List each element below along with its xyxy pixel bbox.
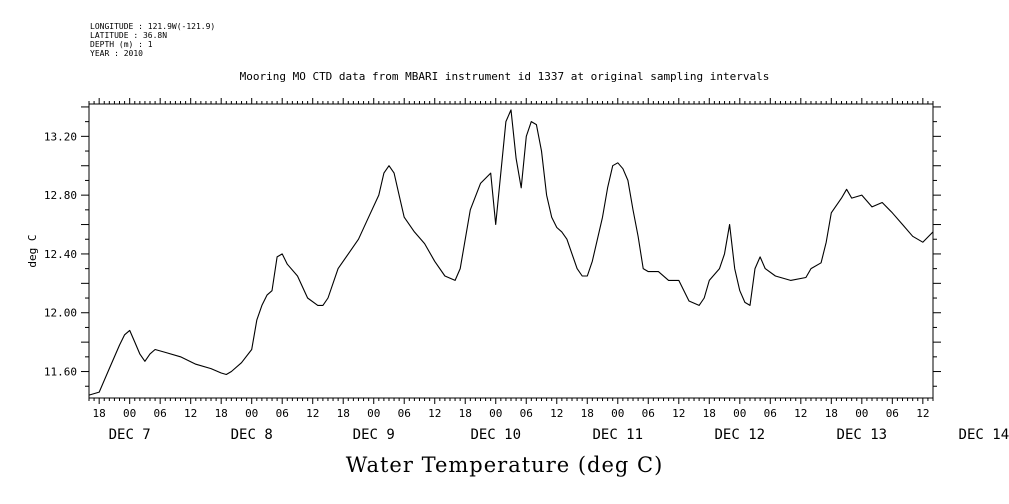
x-date-label: DEC 13	[837, 427, 888, 443]
y-axis-label: deg C	[26, 234, 39, 267]
x-tick-label: 06	[886, 407, 899, 420]
x-tick-label: 12	[794, 407, 807, 420]
x-tick-label: 00	[733, 407, 746, 420]
latitude-text: LATITUDE : 36.8N	[90, 31, 168, 40]
y-tick-label: 12.40	[44, 248, 77, 261]
x-tick-label: 06	[154, 407, 167, 420]
x-tick-label: 12	[672, 407, 685, 420]
x-date-label: DEC 8	[231, 427, 273, 443]
x-date-label: DEC 12	[715, 427, 766, 443]
line-chart: 18 00 06 12 18 00 06 12 18 00 06 12 18 00 06 12 18 00 06 12…	[26, 98, 1009, 443]
x-date-label: DEC 14	[959, 427, 1009, 443]
year-text: YEAR : 2010	[90, 49, 143, 58]
x-tick-label: 18	[459, 407, 472, 420]
x-date-label: DEC 9	[353, 427, 395, 443]
metadata-block: LONGITUDE : 121.9W(-121.9) LATITUDE : 36.…	[90, 22, 215, 58]
x-tick-label: 12	[184, 407, 197, 420]
x-tick-label: 18	[703, 407, 716, 420]
x-tick-label: 18	[215, 407, 228, 420]
chart-caption: Water Temperature (deg C)	[345, 453, 664, 477]
chart-title: Mooring MO CTD data from MBARI instrumen…	[239, 70, 770, 83]
longitude-text: LONGITUDE : 121.9W(-121.9)	[90, 22, 216, 31]
x-tick-label: 00	[855, 407, 868, 420]
x-tick-label: 12	[916, 407, 929, 420]
x-tick-label: 18	[581, 407, 594, 420]
x-tick-label: 06	[764, 407, 777, 420]
x-tick-label: 00	[245, 407, 258, 420]
x-tick-label: 18	[93, 407, 106, 420]
depth-text: DEPTH (m) : 1	[90, 40, 153, 49]
x-date-label: DEC 7	[109, 427, 151, 443]
x-tick-label: 06	[642, 407, 655, 420]
x-tick-label: 06	[520, 407, 533, 420]
x-tick-label: 00	[611, 407, 624, 420]
x-tick-label: 12	[306, 407, 319, 420]
y-tick-label: 11.60	[44, 366, 77, 379]
temperature-series-line	[88, 109, 934, 396]
x-tick-label: 00	[123, 407, 136, 420]
x-tick-label: 12	[428, 407, 441, 420]
x-tick-label: 00	[489, 407, 502, 420]
plot-frame	[88, 103, 934, 399]
y-tick-label: 12.00	[44, 307, 77, 320]
y-tick-label: 13.20	[44, 130, 77, 143]
x-date-label: DEC 11	[592, 427, 643, 443]
x-date-label: DEC 10	[470, 427, 521, 443]
x-tick-label: 18	[337, 407, 350, 420]
x-tick-label: 00	[367, 407, 380, 420]
x-tick-label: 18	[825, 407, 838, 420]
x-tick-label: 06	[398, 407, 411, 420]
y-tick-label: 12.80	[44, 189, 77, 202]
x-tick-label: 12	[550, 407, 563, 420]
x-tick-label: 06	[276, 407, 289, 420]
